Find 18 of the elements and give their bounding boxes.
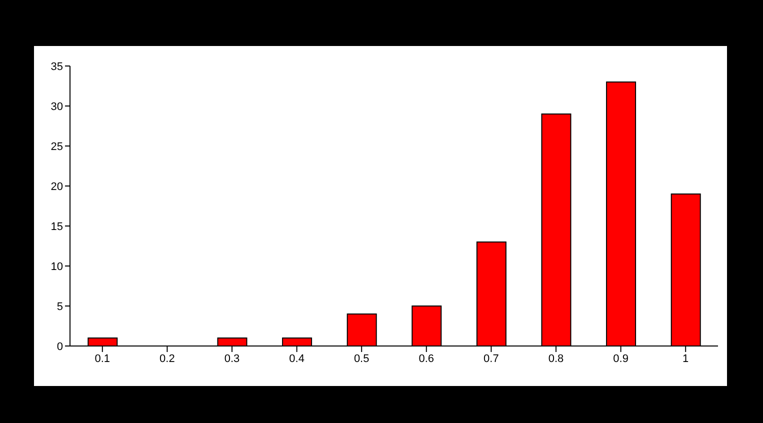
x-tick-label: 0.8 [548, 352, 564, 365]
x-tick-label: 1 [682, 352, 689, 365]
x-tick-label: 0.6 [418, 352, 434, 365]
x-tick-label: 0.2 [160, 352, 175, 365]
y-tick-label: 25 [50, 140, 63, 153]
x-tick-label: 0.4 [289, 352, 304, 365]
y-tick-label: 5 [56, 300, 63, 313]
y-tick-label: 30 [50, 100, 63, 113]
x-tick-label: 0.5 [354, 352, 370, 365]
x-tick-label: 0.3 [224, 352, 240, 365]
y-tick-label: 35 [50, 60, 63, 73]
y-tick-label: 0 [56, 340, 63, 353]
y-tick-label: 10 [50, 260, 63, 273]
y-tick-label: 15 [50, 220, 63, 233]
x-tick-label: 0.7 [484, 352, 499, 365]
x-tick-label: 0.9 [613, 352, 628, 365]
x-tick-label: 0.1 [94, 352, 110, 365]
y-tick-label: 20 [50, 180, 63, 193]
